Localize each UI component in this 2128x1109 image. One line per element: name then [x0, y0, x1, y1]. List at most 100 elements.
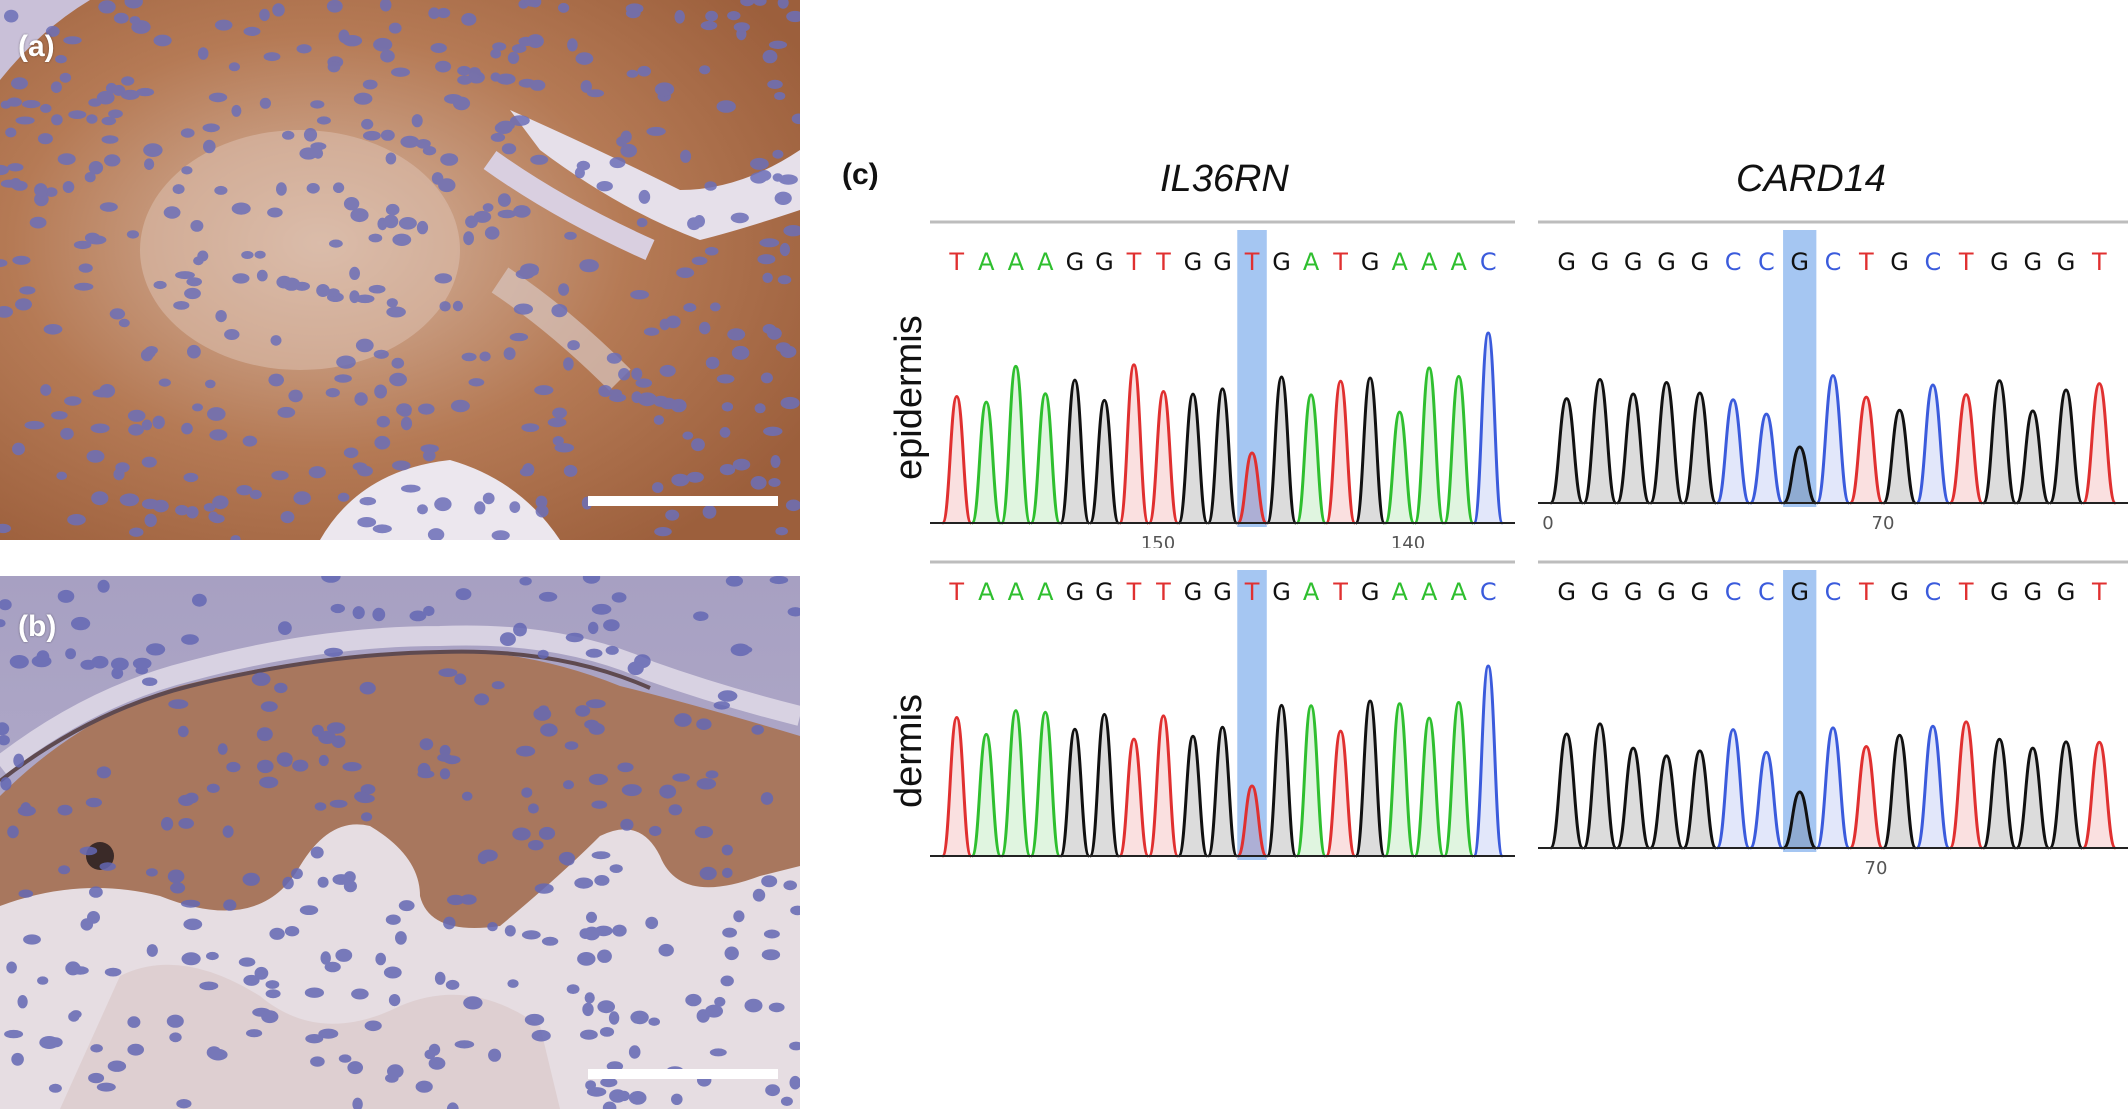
- cell-nucleus: [98, 0, 116, 14]
- cell-nucleus: [372, 524, 392, 534]
- cell-nucleus: [243, 26, 261, 36]
- cell-nucleus: [564, 231, 577, 240]
- cell-nucleus: [767, 79, 783, 89]
- cell-nucleus: [491, 681, 505, 690]
- cell-nucleus: [582, 1002, 594, 1017]
- cell-nucleus: [463, 996, 483, 1010]
- cell-nucleus: [104, 967, 122, 977]
- cell-nucleus: [716, 100, 736, 113]
- cell-nucleus: [280, 510, 295, 524]
- cell-nucleus: [63, 36, 82, 45]
- cell-nucleus: [356, 794, 375, 804]
- cell-nucleus: [461, 13, 477, 26]
- cell-nucleus: [521, 423, 540, 432]
- trace-peak: [1982, 379, 2017, 505]
- cell-nucleus: [176, 1099, 192, 1109]
- base-call: A: [978, 248, 995, 276]
- row-label-dermis: dermis: [888, 693, 930, 808]
- cell-nucleus: [434, 273, 453, 284]
- cell-nucleus: [439, 301, 451, 312]
- trace-peak: [1324, 729, 1357, 858]
- cell-nucleus: [5, 127, 17, 138]
- cell-nucleus: [338, 1054, 352, 1063]
- cell-nucleus: [686, 471, 704, 483]
- cell-nucleus: [7, 825, 19, 839]
- cell-nucleus: [428, 1057, 446, 1070]
- cell-nucleus: [714, 996, 726, 1007]
- cell-nucleus: [463, 231, 474, 246]
- cell-nucleus: [460, 894, 477, 905]
- cell-nucleus: [474, 501, 486, 515]
- cell-nucleus: [276, 752, 293, 766]
- cell-nucleus: [699, 65, 711, 75]
- cell-nucleus: [789, 1075, 800, 1090]
- cell-nucleus: [293, 491, 312, 505]
- cell-nucleus: [0, 599, 12, 611]
- variant-highlight: [1237, 230, 1267, 527]
- trace-peak: [1582, 722, 1618, 850]
- cell-nucleus: [643, 327, 660, 336]
- cell-nucleus: [144, 158, 155, 170]
- cell-nucleus: [507, 51, 520, 64]
- trace-peak: [1815, 726, 1851, 850]
- cell-nucleus: [88, 161, 104, 175]
- cell-nucleus: [457, 65, 471, 76]
- trace-peak: [2081, 382, 2117, 505]
- base-call: A: [1303, 248, 1320, 276]
- cell-nucleus: [386, 298, 398, 308]
- base-call: G: [1591, 578, 1610, 606]
- trace-peak: [1088, 712, 1121, 858]
- trace-peak: [1029, 710, 1061, 858]
- cell-nucleus: [310, 100, 325, 109]
- cell-nucleus: [530, 154, 549, 165]
- trace-peak: [1413, 716, 1445, 858]
- cell-nucleus: [725, 576, 743, 587]
- cell-nucleus: [440, 153, 459, 166]
- cell-nucleus: [206, 1046, 222, 1059]
- cell-nucleus: [612, 924, 627, 937]
- cell-nucleus: [387, 1064, 404, 1079]
- cell-nucleus: [772, 173, 783, 182]
- base-call: C: [1480, 248, 1497, 276]
- cell-nucleus: [733, 910, 745, 923]
- cell-nucleus: [0, 735, 10, 746]
- cell-nucleus: [637, 392, 657, 407]
- cell-nucleus: [722, 867, 733, 878]
- cell-nucleus: [528, 840, 544, 851]
- cell-nucleus: [64, 396, 82, 406]
- cell-nucleus: [127, 1043, 144, 1056]
- base-call: G: [1213, 248, 1232, 276]
- cell-nucleus: [68, 1011, 80, 1022]
- cell-nucleus: [422, 146, 437, 156]
- cell-nucleus: [504, 925, 516, 937]
- cell-nucleus: [372, 607, 386, 622]
- base-call: G: [1272, 578, 1291, 606]
- cell-nucleus: [84, 172, 96, 183]
- trace-peak: [1472, 664, 1504, 858]
- cell-nucleus: [56, 471, 68, 480]
- cell-nucleus: [316, 284, 330, 297]
- cell-nucleus: [552, 407, 567, 419]
- cell-nucleus: [588, 621, 599, 635]
- cell-nucleus: [173, 301, 190, 310]
- cell-nucleus: [11, 1052, 24, 1066]
- cell-nucleus: [518, 78, 536, 88]
- cell-nucleus: [484, 226, 500, 240]
- cell-nucleus: [352, 462, 368, 471]
- cell-nucleus: [731, 345, 750, 360]
- cell-nucleus: [20, 802, 32, 816]
- cell-nucleus: [727, 328, 746, 341]
- cell-nucleus: [24, 420, 45, 430]
- base-call: T: [2091, 248, 2107, 276]
- cell-nucleus: [316, 116, 331, 125]
- cell-nucleus: [343, 447, 359, 459]
- trace-peak: [1088, 398, 1121, 525]
- cell-nucleus: [563, 464, 578, 477]
- cell-nucleus: [700, 20, 718, 31]
- cell-nucleus: [89, 886, 103, 898]
- cell-nucleus: [88, 1072, 105, 1084]
- cell-nucleus: [39, 1036, 60, 1049]
- cell-nucleus: [668, 804, 683, 816]
- cell-nucleus: [376, 415, 390, 428]
- cell-nucleus: [626, 69, 639, 78]
